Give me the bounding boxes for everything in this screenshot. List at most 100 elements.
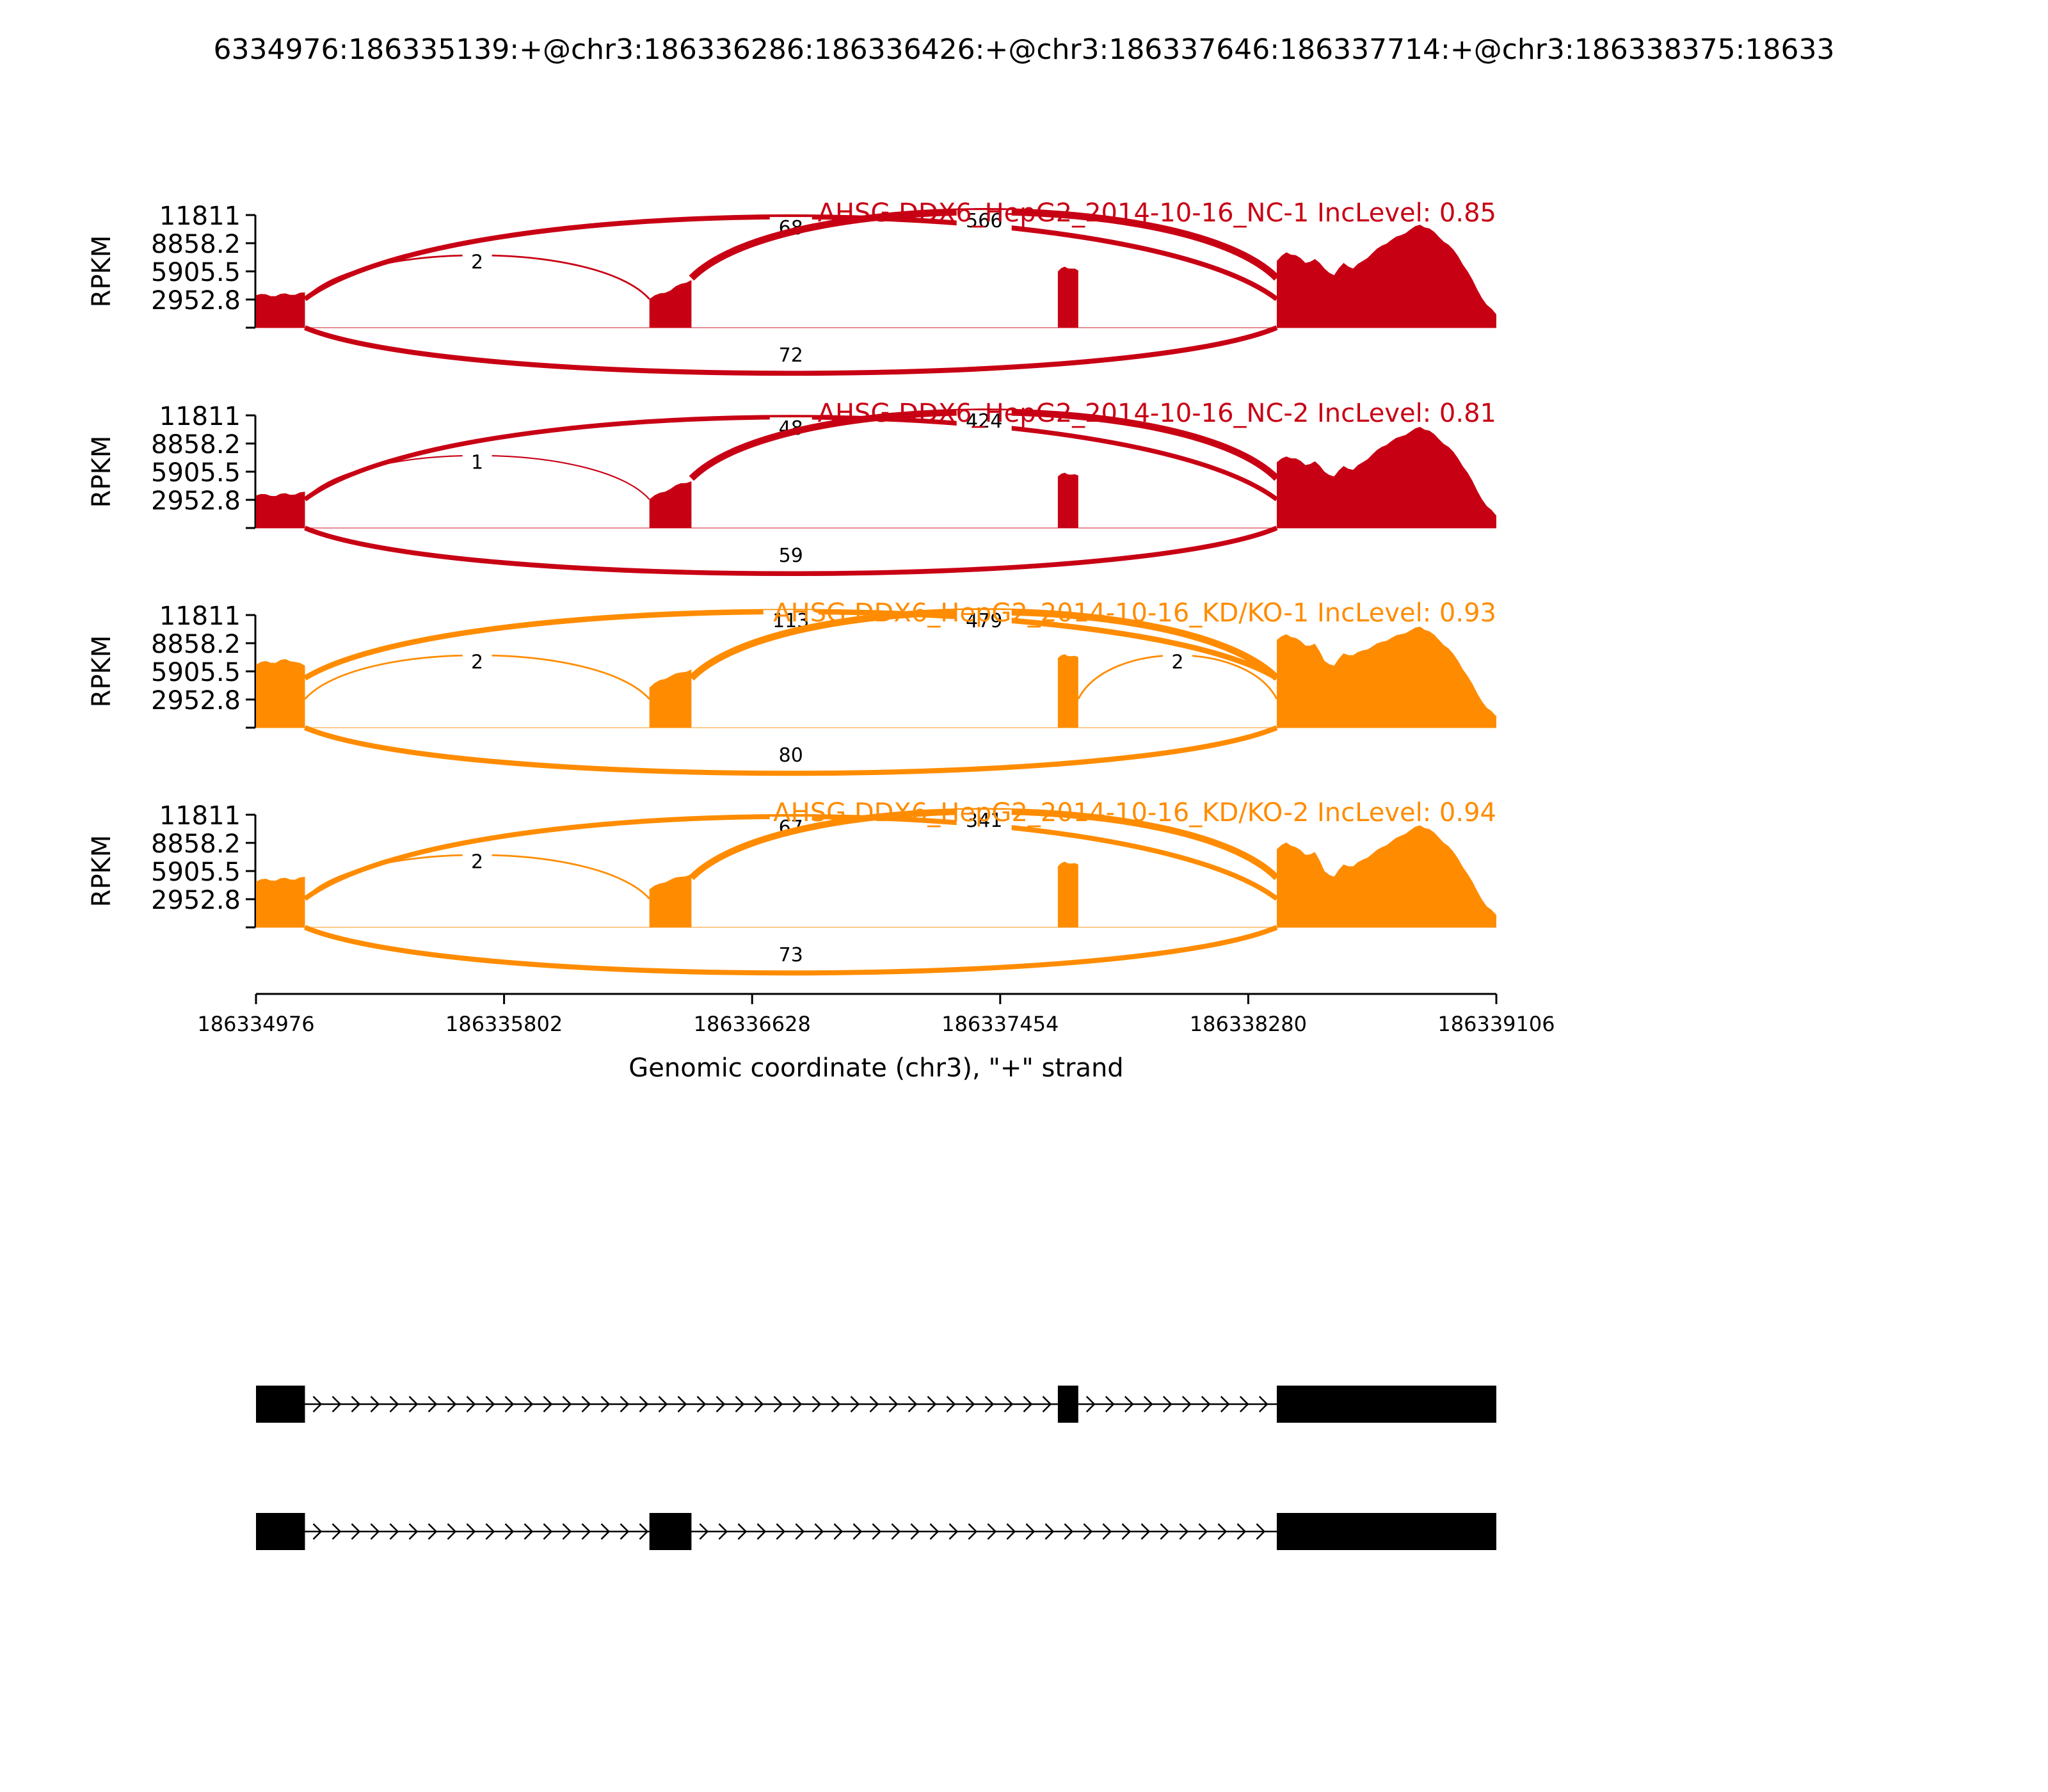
coverage-area xyxy=(1276,627,1496,728)
strand-chevron xyxy=(408,1523,419,1540)
transcript-models xyxy=(256,1386,1496,1550)
junction-label-bg xyxy=(769,944,812,966)
junction-count: 424 xyxy=(966,410,1002,433)
strand-chevron xyxy=(987,1523,997,1540)
strand-chevron xyxy=(485,1523,495,1540)
strand-chevron xyxy=(792,1396,803,1412)
junction-label-bg xyxy=(956,210,1012,232)
strand-chevron xyxy=(1140,1523,1151,1540)
strand-chevron xyxy=(1220,1396,1230,1412)
coverage-area xyxy=(1057,654,1078,728)
strand-chevron xyxy=(312,1396,323,1412)
strand-chevron xyxy=(696,1396,707,1412)
strand-chevron xyxy=(812,1396,822,1412)
y-axis-label: RPKM xyxy=(87,636,116,708)
strand-chevron xyxy=(1181,1396,1192,1412)
strand-chevron xyxy=(831,1396,841,1412)
strand-chevron xyxy=(562,1523,572,1540)
strand-chevron xyxy=(1160,1523,1170,1540)
junction-count: 73 xyxy=(779,944,803,966)
coverage-area xyxy=(256,492,305,528)
y-tick-label: 2952.8 xyxy=(151,286,241,316)
junction-label-bg xyxy=(769,744,812,766)
junction-label-bg xyxy=(956,610,1012,632)
strand-chevron xyxy=(1042,1396,1052,1412)
strand-chevron xyxy=(524,1523,534,1540)
strand-chevron xyxy=(312,1523,323,1540)
strand-chevron xyxy=(600,1396,611,1412)
panel-title: AHSG DDX6_HepG2_2014-10-16_KD/KO-2 IncLe… xyxy=(773,798,1496,828)
strand-chevron xyxy=(1105,1396,1115,1412)
junction-count: 2 xyxy=(471,251,483,273)
y-tick-label: 2952.8 xyxy=(151,486,241,516)
y-tick-label: 5905.5 xyxy=(151,658,241,687)
strand-chevron xyxy=(984,1396,995,1412)
strand-chevron xyxy=(718,1523,728,1540)
strand-chevron xyxy=(504,1523,515,1540)
junction-count: 72 xyxy=(779,344,803,367)
coverage-area xyxy=(1276,225,1496,328)
strand-chevron xyxy=(929,1523,940,1540)
strand-chevron xyxy=(1179,1523,1189,1540)
y-axis-label: RPKM xyxy=(87,436,116,508)
strand-chevron xyxy=(850,1396,860,1412)
strand-chevron xyxy=(833,1523,844,1540)
strand-chevron xyxy=(466,1523,476,1540)
x-tick-label: 186339106 xyxy=(1437,1012,1555,1036)
plot-title: 6334976:186335139:+@chr3:186336286:18633… xyxy=(214,33,1835,66)
strand-chevron xyxy=(1258,1396,1268,1412)
junction-label-bg xyxy=(462,251,492,273)
y-tick-label: 2952.8 xyxy=(151,886,241,915)
strand-chevron xyxy=(428,1523,438,1540)
panel-title: AHSG DDX6_HepG2_2014-10-16_NC-2 IncLevel… xyxy=(818,399,1496,428)
strand-chevron xyxy=(620,1396,630,1412)
coverage-area xyxy=(649,280,692,328)
strand-chevron xyxy=(370,1523,380,1540)
strand-chevron xyxy=(1256,1523,1266,1540)
x-tick-label: 186338280 xyxy=(1190,1012,1307,1036)
strand-chevron xyxy=(872,1523,882,1540)
coverage-area xyxy=(1057,266,1078,328)
x-tick-label: 186335802 xyxy=(445,1012,563,1036)
strand-chevron xyxy=(562,1396,572,1412)
junction-arc xyxy=(303,725,1278,776)
strand-chevron xyxy=(408,1396,419,1412)
strand-chevron xyxy=(948,1523,959,1540)
strand-chevron xyxy=(1004,1396,1014,1412)
strand-chevron xyxy=(756,1523,767,1540)
strand-chevron xyxy=(1236,1523,1247,1540)
strand-chevron xyxy=(946,1396,956,1412)
strand-chevron xyxy=(485,1396,495,1412)
strand-chevron xyxy=(1025,1523,1036,1540)
y-tick-label: 8858.2 xyxy=(151,630,241,659)
strand-chevron xyxy=(965,1396,975,1412)
strand-chevron xyxy=(1162,1396,1172,1412)
strand-chevron xyxy=(543,1523,553,1540)
strand-chevron xyxy=(351,1396,361,1412)
x-tick-label: 186337454 xyxy=(941,1012,1059,1036)
strand-chevron xyxy=(795,1523,805,1540)
junction-count: 80 xyxy=(779,744,803,767)
y-tick-label: 11811 xyxy=(159,402,241,431)
strand-chevron xyxy=(1006,1523,1016,1540)
strand-chevron xyxy=(737,1523,748,1540)
exon-block xyxy=(1057,1386,1078,1423)
junction-arc xyxy=(304,525,1278,577)
coverage-area xyxy=(1276,427,1496,528)
strand-chevron xyxy=(447,1396,457,1412)
strand-chevron xyxy=(1239,1396,1249,1412)
y-tick-label: 5905.5 xyxy=(151,858,241,887)
strand-chevron xyxy=(888,1396,899,1412)
strand-chevron xyxy=(968,1523,978,1540)
strand-chevron xyxy=(389,1396,399,1412)
junction-label-bg xyxy=(769,545,812,566)
y-tick-label: 5905.5 xyxy=(151,458,241,488)
strand-chevron xyxy=(1085,1396,1096,1412)
strand-chevron xyxy=(1064,1523,1074,1540)
y-tick-label: 5905.5 xyxy=(151,258,241,287)
